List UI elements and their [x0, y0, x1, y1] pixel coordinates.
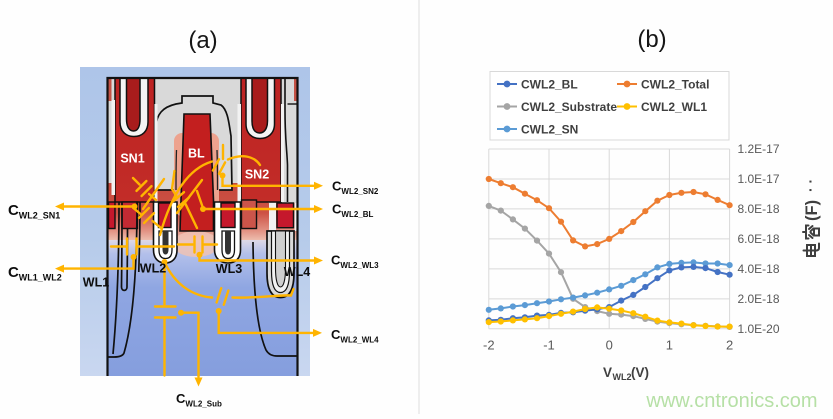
svg-text:BL: BL	[188, 147, 205, 161]
svg-text:C: C	[332, 202, 342, 217]
svg-text:(a): (a)	[188, 27, 217, 54]
svg-text:CWL2_WL1: CWL2_WL1	[641, 100, 707, 114]
svg-text:WL1_WL2: WL1_WL2	[19, 273, 62, 283]
svg-text:WL2_SN1: WL2_SN1	[19, 211, 61, 221]
svg-text:-2: -2	[483, 338, 495, 353]
svg-text:C: C	[8, 264, 19, 281]
svg-text:C: C	[331, 253, 341, 268]
svg-text:WL2: WL2	[613, 372, 632, 382]
svg-text:(F): (F)	[803, 200, 821, 221]
svg-text:1: 1	[666, 338, 673, 353]
svg-text:WL2_SN2: WL2_SN2	[341, 187, 378, 196]
svg-text:CWL2_Total: CWL2_Total	[641, 77, 709, 91]
svg-text:C: C	[176, 391, 186, 406]
svg-text:CWL2_BL: CWL2_BL	[521, 77, 578, 91]
svg-text:0: 0	[606, 338, 613, 353]
svg-text:1.2E-17: 1.2E-17	[738, 142, 780, 156]
svg-text:· ·: · ·	[802, 179, 818, 192]
svg-text:6.0E-18: 6.0E-18	[738, 232, 780, 246]
svg-text:1.0E-17: 1.0E-17	[738, 172, 780, 186]
svg-text:www.cntronics.com: www.cntronics.com	[645, 390, 817, 412]
svg-text:WL2_WL3: WL2_WL3	[340, 261, 379, 270]
svg-text:WL2: WL2	[140, 262, 166, 276]
svg-text:C: C	[331, 327, 341, 342]
svg-text:(b): (b)	[637, 26, 666, 53]
svg-text:WL2_WL4: WL2_WL4	[340, 336, 379, 345]
svg-text:(V): (V)	[631, 365, 649, 380]
svg-text:SN1: SN1	[120, 152, 144, 166]
svg-text:WL1: WL1	[83, 276, 109, 290]
svg-text:CWL2_Substrate: CWL2_Substrate	[521, 100, 617, 114]
svg-text:V: V	[603, 365, 612, 380]
svg-text:-1: -1	[543, 338, 555, 353]
svg-text:1.0E-20: 1.0E-20	[738, 322, 780, 336]
svg-text:SN2: SN2	[245, 168, 269, 182]
svg-text:4.0E-18: 4.0E-18	[738, 262, 780, 276]
svg-text:CWL2_SN: CWL2_SN	[521, 122, 578, 136]
svg-text:WL2_BL: WL2_BL	[341, 210, 373, 219]
svg-text:2: 2	[726, 338, 733, 353]
svg-text:C: C	[332, 179, 342, 194]
svg-text:WL3: WL3	[216, 262, 242, 276]
svg-text:2.0E-18: 2.0E-18	[738, 292, 780, 306]
svg-text:WL2_Sub: WL2_Sub	[185, 400, 222, 409]
svg-text:8.0E-18: 8.0E-18	[738, 202, 780, 216]
svg-text:C: C	[8, 202, 19, 219]
svg-text:WL4: WL4	[284, 265, 310, 279]
